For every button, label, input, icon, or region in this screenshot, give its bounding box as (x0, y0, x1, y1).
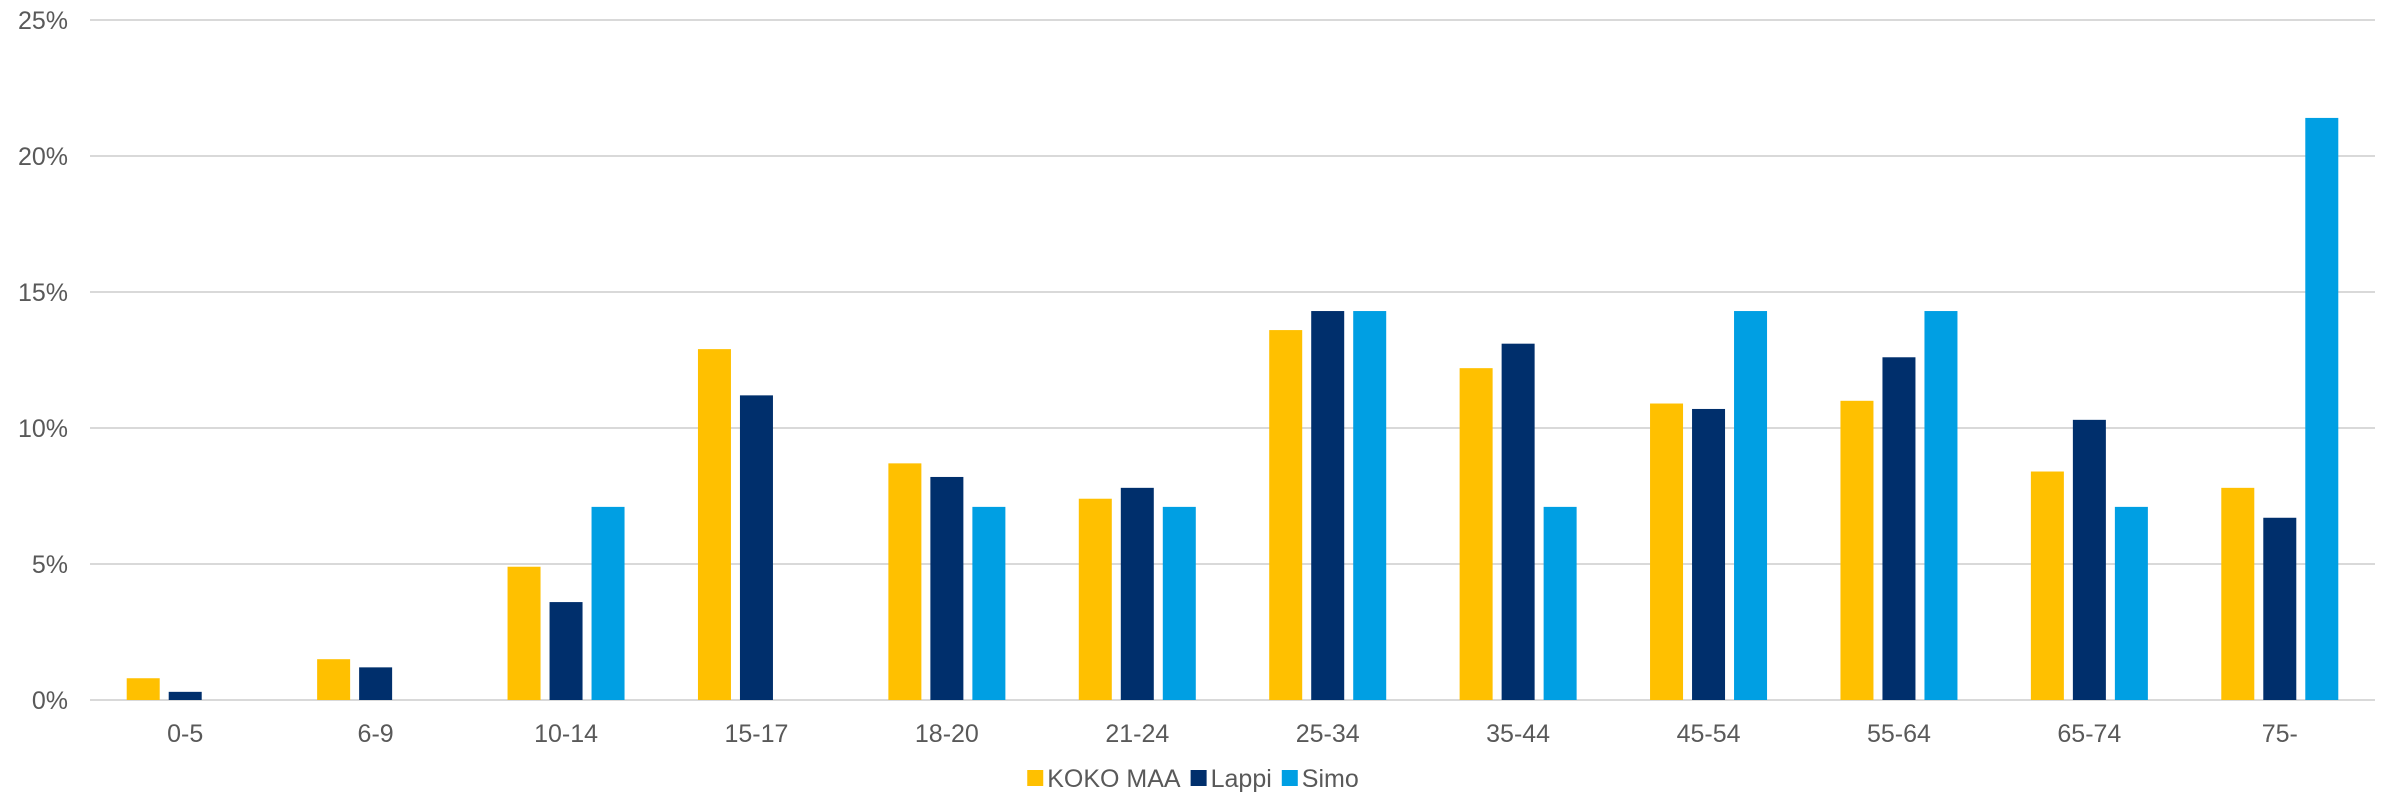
legend-swatch (1281, 770, 1298, 786)
bar-koko-maa-45-54 (1650, 403, 1684, 700)
bar-simo-45-54 (1734, 311, 1768, 700)
bar-simo-10-14 (591, 506, 625, 700)
legend-label: Lappi (1211, 765, 1272, 793)
x-tick-label: 0-5 (167, 720, 203, 748)
bar-lappi-15-17 (739, 395, 773, 700)
y-tick-label: 0% (32, 687, 68, 715)
x-axis-tick-labels: 0-5 6-9 10-14 15-17 18-20 21-24 25-34 35-44 45-5… (167, 720, 2298, 748)
bar-koko-maa-35-44 (1459, 368, 1493, 700)
grid-lines (90, 19, 2375, 701)
y-tick-label: 15% (18, 279, 68, 307)
bar-lappi-21-24 (1120, 487, 1154, 700)
bar-simo-18-20 (972, 506, 1006, 700)
bar-koko-maa-25-34 (1269, 330, 1303, 700)
legend-item: KOKO MAA (1027, 765, 1181, 793)
x-tick-label: 15-17 (724, 720, 788, 748)
bar-lappi-25-34 (1311, 311, 1345, 700)
legend-swatch (1027, 770, 1044, 786)
y-tick-label: 20% (18, 143, 68, 171)
bar-simo-65-74 (2114, 506, 2148, 700)
bar-lappi-10-14 (549, 602, 583, 700)
bar-koko-maa-18-20 (888, 463, 922, 700)
x-tick-label: 21-24 (1105, 720, 1169, 748)
x-tick-label: 55-64 (1867, 720, 1931, 748)
bar-lappi-75- (2263, 517, 2297, 700)
x-tick-label: 18-20 (915, 720, 979, 748)
x-tick-label: 75- (2262, 720, 2298, 748)
bar-lappi-45-54 (1692, 408, 1726, 700)
bar-lappi-6-9 (359, 667, 393, 700)
bar-simo-35-44 (1543, 506, 1577, 700)
legend-label: Simo (1302, 765, 1359, 793)
y-tick-label: 5% (32, 551, 68, 579)
legend: KOKO MAA Lappi Simo (1027, 765, 1359, 793)
legend-items: KOKO MAA Lappi Simo (1027, 765, 1359, 793)
bar-koko-maa-55-64 (1840, 400, 1874, 700)
x-tick-label: 45-54 (1677, 720, 1741, 748)
x-tick-label: 65-74 (2057, 720, 2121, 748)
legend-item: Simo (1281, 765, 1359, 793)
bar-lappi-55-64 (1882, 357, 1916, 700)
bar-lappi-18-20 (930, 476, 964, 700)
bar-koko-maa-65-74 (2030, 471, 2064, 700)
bar-lappi-65-74 (2072, 419, 2106, 700)
x-tick-label: 35-44 (1486, 720, 1550, 748)
bar-simo-75- (2305, 117, 2339, 701)
bar-simo-21-24 (1162, 506, 1196, 700)
bar-koko-maa-15-17 (697, 349, 731, 700)
y-axis-tick-labels: 0% 5% 10% 15% 20% 25% (18, 7, 68, 715)
x-tick-label: 25-34 (1296, 720, 1360, 748)
legend-item: Lappi (1190, 765, 1272, 793)
bar-koko-maa-0-5 (126, 678, 160, 700)
x-tick-label: 10-14 (534, 720, 598, 748)
legend-label: KOKO MAA (1047, 765, 1181, 793)
bars (126, 117, 2339, 701)
bar-simo-55-64 (1924, 311, 1958, 700)
y-tick-label: 25% (18, 7, 68, 35)
bar-koko-maa-21-24 (1078, 498, 1112, 700)
y-tick-label: 10% (18, 415, 68, 443)
legend-swatch (1190, 770, 1207, 786)
bar-lappi-35-44 (1501, 343, 1535, 700)
bar-koko-maa-6-9 (317, 659, 351, 700)
bar-lappi-0-5 (168, 691, 202, 700)
x-tick-label: 6-9 (358, 720, 394, 748)
bar-koko-maa-10-14 (507, 566, 541, 700)
bar-koko-maa-75- (2221, 487, 2255, 700)
bar-simo-25-34 (1353, 311, 1387, 700)
